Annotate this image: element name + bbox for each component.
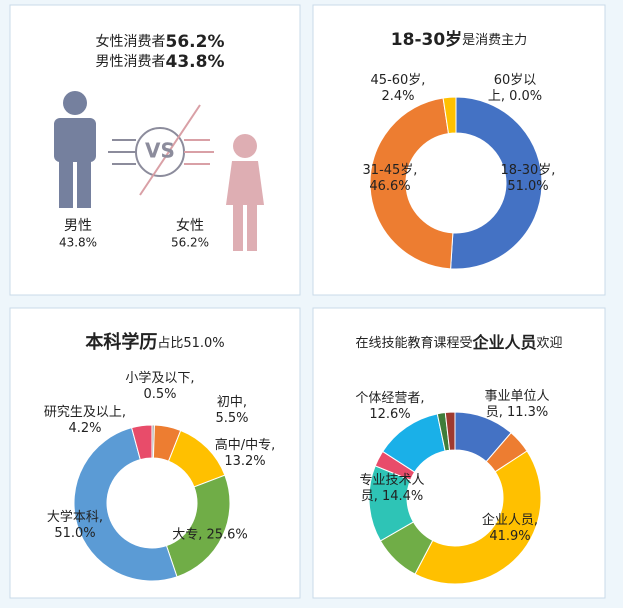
data-label: 专业技术人员, 14.4%	[359, 473, 424, 504]
chart-title: 在线技能教育课程受企业人员欢迎	[355, 333, 562, 352]
data-label: 大学本科, 51.0%	[47, 509, 103, 541]
title-part: 占比51.0%	[157, 336, 224, 351]
donut-slice	[73, 427, 178, 582]
data-label: 45-60岁, 2.4%	[371, 73, 426, 104]
female-icon	[226, 134, 264, 251]
data-label: 大专, 25.6%	[172, 528, 248, 543]
headline: 男性消费者43.8%	[96, 52, 225, 72]
headline-value: 56.2%	[166, 32, 225, 52]
title-part: 18-30岁	[391, 29, 462, 50]
data-label: 事业单位人员, 11.3%	[484, 389, 549, 420]
donut-slice	[442, 96, 457, 135]
headline-text: 女性消费者	[96, 33, 166, 50]
data-label: 研究生及以上, 4.2%	[44, 405, 126, 436]
headline-text: 男性消费者	[96, 54, 166, 70]
data-label: 企业人员, 41.9%	[482, 512, 538, 544]
gender-value: 43.8%	[59, 236, 97, 250]
title-part: 是消费主力	[462, 33, 527, 48]
title-part: 本科学历	[85, 331, 157, 353]
vs-text: VS	[145, 139, 175, 163]
donut-slice	[450, 96, 543, 270]
headline: 女性消费者56.2%	[96, 32, 225, 52]
data-label: 60岁以上, 0.0%	[488, 73, 542, 104]
headline-value: 43.8%	[166, 52, 225, 72]
title-part: 在线技能教育课程受	[355, 335, 472, 351]
donut-slice	[165, 474, 231, 578]
donut-slice	[131, 424, 153, 461]
title-part: 企业人员	[471, 333, 536, 352]
data-label: 18-30岁, 51.0%	[501, 163, 556, 194]
donut-slice	[414, 450, 542, 585]
donut-slice	[369, 97, 454, 270]
chart-title: 本科学历占比51.0%	[85, 331, 224, 353]
gender-label: 女性	[176, 217, 204, 234]
data-label: 31-45岁, 46.6%	[363, 163, 418, 194]
data-label: 小学及以下, 0.5%	[125, 370, 194, 402]
title-part: 欢迎	[537, 336, 563, 351]
chart-title: 18-30岁是消费主力	[391, 29, 527, 50]
male-icon	[54, 91, 96, 208]
donut-slice	[444, 411, 456, 451]
gender-label: 男性	[64, 218, 92, 234]
data-label: 初中, 5.5%	[215, 395, 248, 426]
data-label: 高中/中专, 13.2%	[215, 437, 276, 469]
vs-icon	[108, 104, 214, 196]
data-label: 个体经营者, 12.6%	[355, 391, 424, 422]
gender-value: 56.2%	[171, 236, 209, 250]
